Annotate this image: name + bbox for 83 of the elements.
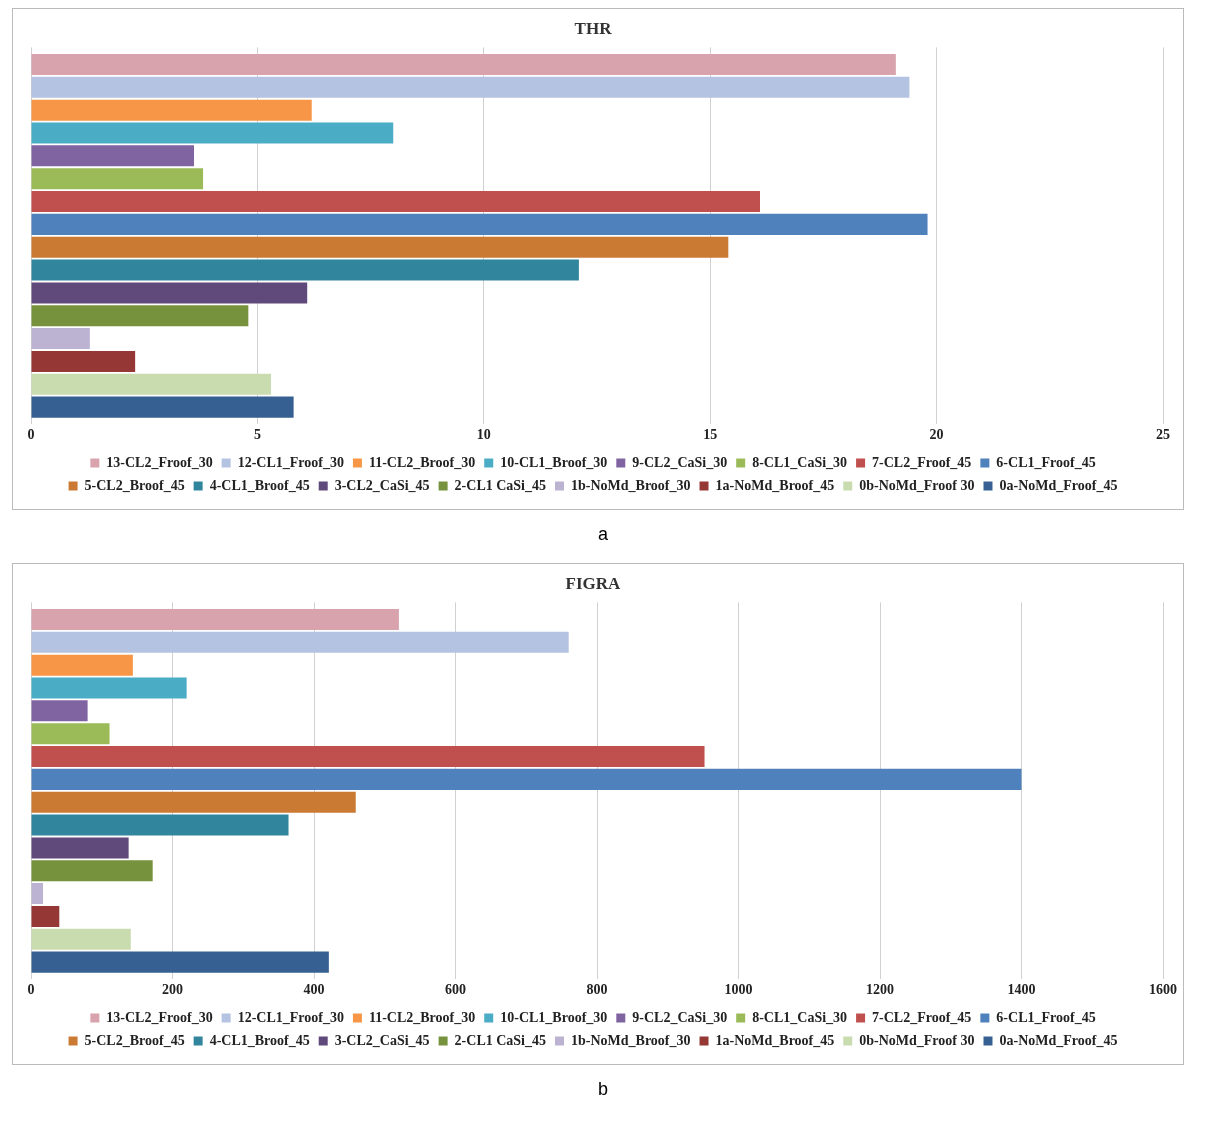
x-tick-label: 1000	[724, 982, 753, 998]
legend-label: 9-CL2_CaSi_30	[632, 1009, 728, 1025]
bar	[31, 236, 729, 258]
legend-label: 5-CL2_Broof_45	[84, 477, 185, 493]
bar	[31, 259, 579, 281]
bar	[31, 76, 910, 98]
x-tick-label: 0	[27, 982, 35, 998]
x-tick-label: 0	[27, 427, 35, 443]
bar	[31, 328, 90, 350]
bar	[31, 928, 131, 950]
legend-label: 1a-NoMd_Broof_45	[715, 1032, 835, 1048]
bar	[31, 700, 88, 722]
bar	[31, 951, 329, 973]
bar	[31, 99, 312, 121]
x-tick-label: 25	[1156, 427, 1170, 443]
legend-label: 2-CL1 CaSi_45	[454, 477, 547, 493]
x-tick-label: 10	[476, 427, 491, 443]
bar	[31, 191, 761, 213]
bar	[31, 791, 356, 813]
text: a	[597, 524, 609, 545]
legend-label: 7-CL2_Froof_45	[872, 1009, 972, 1025]
bar	[31, 53, 896, 75]
bar	[31, 905, 60, 927]
legend-label: 13-CL2_Froof_30	[106, 1009, 213, 1025]
legend-label: 4-CL1_Broof_45	[209, 477, 310, 493]
legend-label: 0a-NoMd_Froof_45	[999, 1032, 1118, 1048]
x-tick-label: 1400	[1007, 982, 1036, 998]
bar	[31, 122, 394, 144]
bar	[31, 145, 195, 167]
legend-label: 10-CL1_Broof_30	[500, 454, 608, 470]
x-tick-label: 1600	[1149, 982, 1177, 998]
x-tick-label: 400	[303, 982, 325, 998]
x-tick-label: 1200	[866, 982, 894, 998]
bar	[31, 373, 271, 395]
bar	[31, 282, 308, 304]
bar	[31, 305, 249, 327]
legend-label: 5-CL2_Broof_45	[84, 1032, 185, 1048]
bar	[31, 213, 928, 235]
legend-label: 11-CL2_Broof_30	[368, 1009, 476, 1025]
bar	[31, 723, 110, 745]
legend-label: 6-CL1_Froof_45	[996, 1009, 1096, 1025]
bar	[31, 746, 705, 768]
x-tick-label: 600	[445, 982, 466, 998]
legend-label: 8-CL1_CaSi_30	[752, 454, 848, 470]
bar	[31, 814, 289, 836]
legend-label: 2-CL1 CaSi_45	[454, 1032, 547, 1048]
bar	[31, 396, 294, 418]
bar	[31, 350, 136, 372]
bar	[31, 654, 133, 676]
legend-label: 9-CL2_CaSi_30	[632, 454, 728, 470]
x-tick-label: 200	[162, 982, 183, 998]
legend-label: 12-CL1_Froof_30	[237, 454, 344, 470]
bar	[31, 768, 1022, 790]
legend-label: 10-CL1_Broof_30	[500, 1009, 608, 1025]
bar	[31, 883, 44, 905]
chart-title: THR	[574, 18, 613, 38]
bar	[31, 677, 187, 699]
legend-label: 0a-NoMd_Froof_45	[999, 477, 1118, 493]
legend-label: 1b-NoMd_Broof_30	[571, 1032, 691, 1048]
legend-label: 1b-NoMd_Broof_30	[571, 477, 691, 493]
x-tick-label: 15	[703, 427, 718, 443]
legend-label: 0b-NoMd_Froof 30	[859, 1032, 975, 1048]
legend-label: 4-CL1_Broof_45	[209, 1032, 310, 1048]
legend-label: 0b-NoMd_Froof 30	[859, 477, 975, 493]
legend-label: 3-CL2_CaSi_45	[334, 1032, 430, 1048]
legend-label: 8-CL1_CaSi_30	[752, 1009, 848, 1025]
x-tick-label: 20	[929, 427, 944, 443]
legend-label: 12-CL1_Froof_30	[237, 1009, 344, 1025]
x-tick-label: 800	[586, 982, 608, 998]
x-tick-label: 5	[253, 427, 261, 443]
chart-title: FIGRA	[565, 573, 622, 593]
legend-label: 1a-NoMd_Broof_45	[715, 477, 835, 493]
bar	[31, 631, 569, 653]
legend-label: 13-CL2_Froof_30	[106, 454, 213, 470]
legend-label: 11-CL2_Broof_30	[368, 454, 476, 470]
legend-label: 7-CL2_Froof_45	[872, 454, 972, 470]
legend-label: 3-CL2_CaSi_45	[334, 477, 430, 493]
bar	[31, 608, 399, 630]
bar	[31, 860, 153, 882]
legend-label: 6-CL1_Froof_45	[996, 454, 1096, 470]
bar	[31, 168, 204, 190]
bar	[31, 837, 129, 859]
text: b	[597, 1079, 609, 1100]
